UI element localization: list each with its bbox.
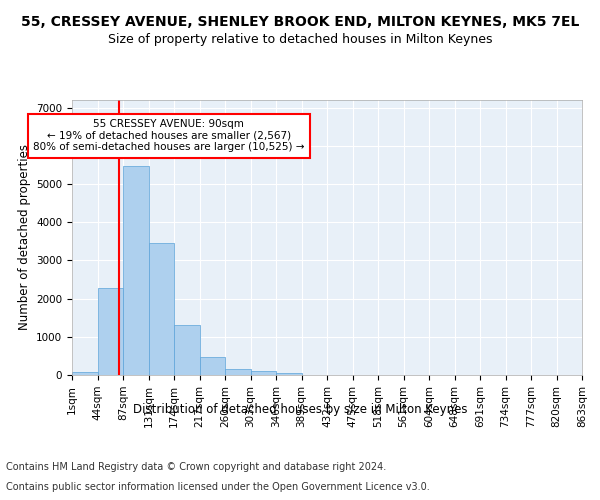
Bar xyxy=(251,372,276,375)
Bar xyxy=(276,372,302,375)
Bar xyxy=(72,372,97,375)
Bar xyxy=(97,288,123,375)
Bar xyxy=(149,243,174,375)
Bar xyxy=(174,324,199,375)
Text: Size of property relative to detached houses in Milton Keynes: Size of property relative to detached ho… xyxy=(108,32,492,46)
Text: 55 CRESSEY AVENUE: 90sqm
← 19% of detached houses are smaller (2,567)
80% of sem: 55 CRESSEY AVENUE: 90sqm ← 19% of detach… xyxy=(33,119,305,152)
Bar xyxy=(123,166,149,375)
Text: 55, CRESSEY AVENUE, SHENLEY BROOK END, MILTON KEYNES, MK5 7EL: 55, CRESSEY AVENUE, SHENLEY BROOK END, M… xyxy=(21,15,579,29)
Bar xyxy=(199,357,225,375)
Text: Contains HM Land Registry data © Crown copyright and database right 2024.: Contains HM Land Registry data © Crown c… xyxy=(6,462,386,472)
Text: Contains public sector information licensed under the Open Government Licence v3: Contains public sector information licen… xyxy=(6,482,430,492)
Y-axis label: Number of detached properties: Number of detached properties xyxy=(17,144,31,330)
Text: Distribution of detached houses by size in Milton Keynes: Distribution of detached houses by size … xyxy=(133,402,467,415)
Bar xyxy=(225,369,251,375)
